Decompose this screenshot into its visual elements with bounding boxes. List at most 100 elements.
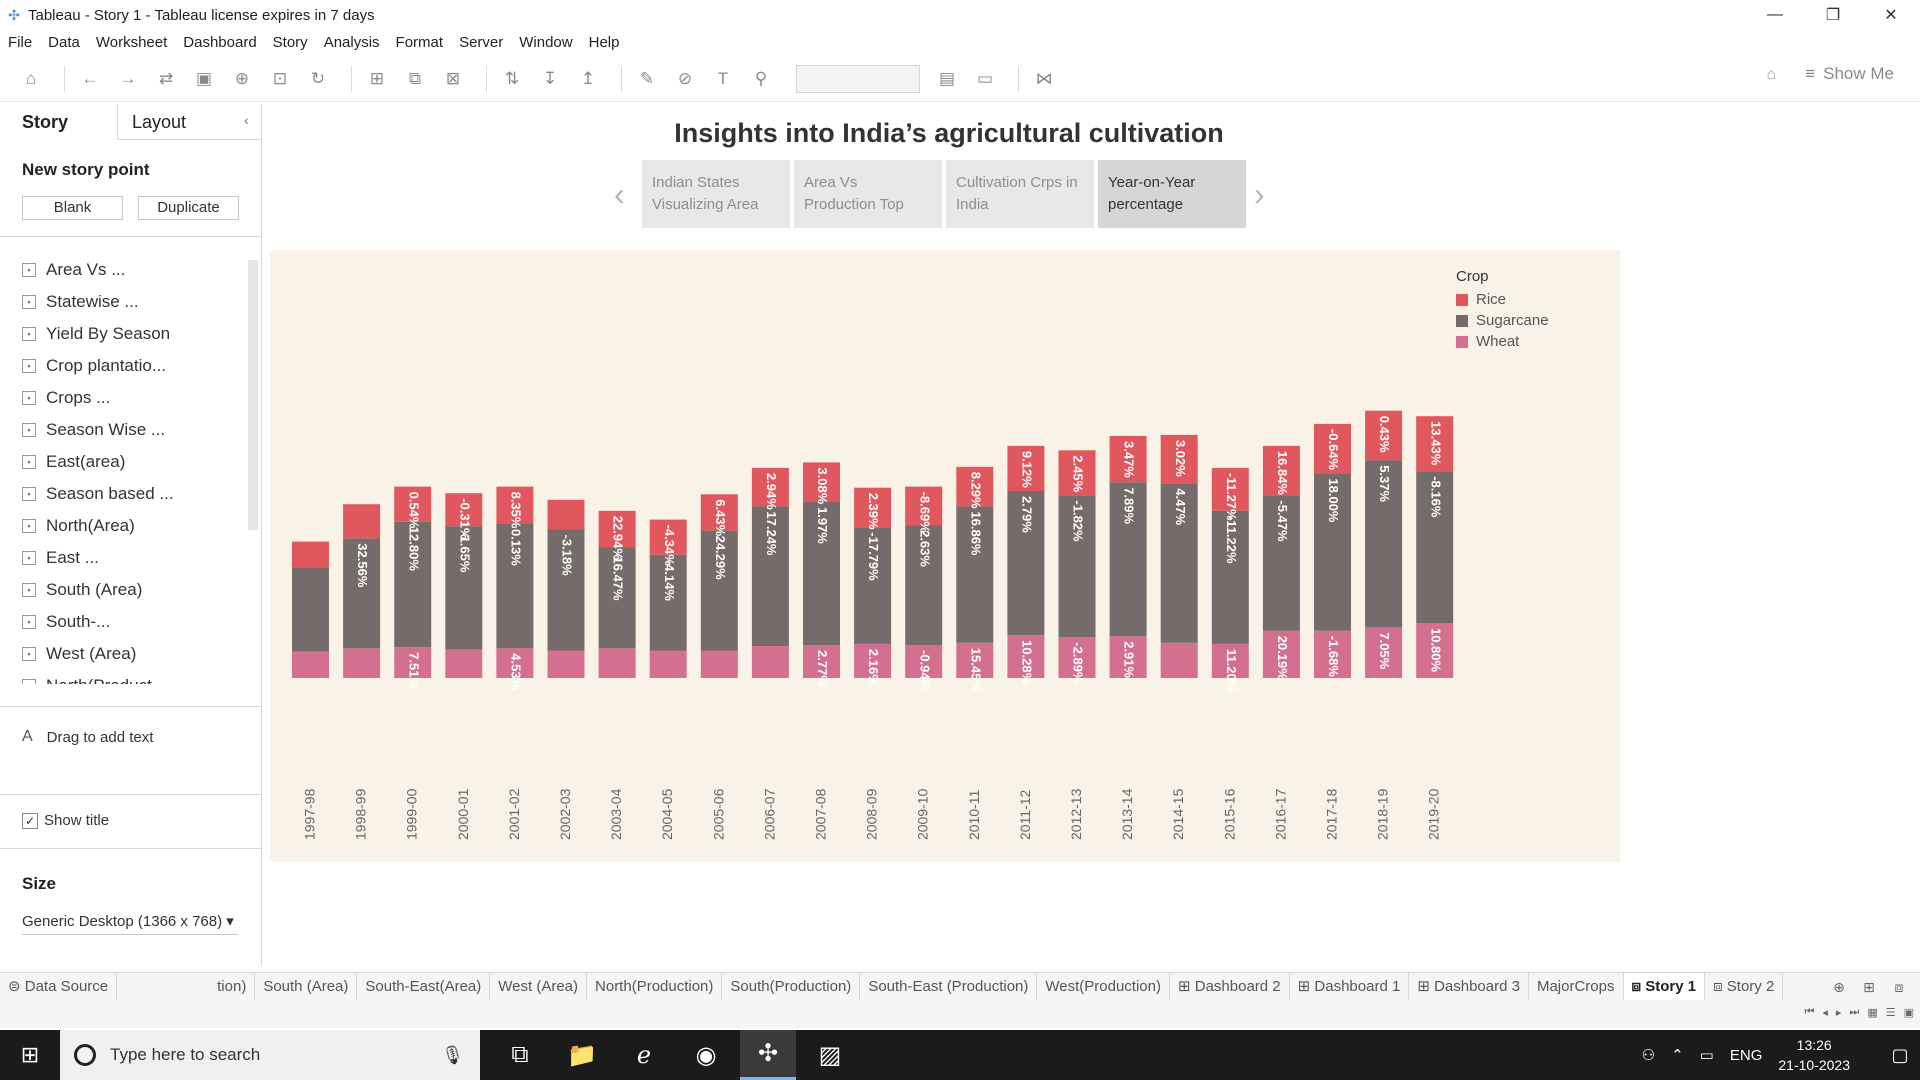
clear-sheet-icon[interactable]: ⊠ bbox=[445, 68, 461, 88]
tableau-taskbar-icon[interactable]: ✣ bbox=[740, 1030, 796, 1080]
photos-app-icon[interactable]: ▨ bbox=[818, 1041, 842, 1069]
sheet-list-scrollbar[interactable] bbox=[248, 260, 258, 530]
bar-segment-rice[interactable] bbox=[394, 486, 432, 522]
refresh-icon[interactable]: ↻ bbox=[310, 68, 326, 88]
new-dashboard-icon[interactable]: ⊞ bbox=[1863, 978, 1875, 995]
swap-rows-icon[interactable]: ⇄ bbox=[158, 68, 174, 88]
fit-dropdown[interactable] bbox=[796, 64, 920, 93]
new-data-source-icon[interactable]: ⊕ bbox=[234, 68, 250, 88]
tab-layout[interactable]: Layout bbox=[117, 104, 262, 140]
highlight-icon[interactable]: ✎ bbox=[639, 68, 655, 88]
sheet-tab[interactable]: West (Area) bbox=[490, 972, 588, 1001]
bar-segment-wheat[interactable] bbox=[1109, 636, 1147, 678]
bar-segment-sugarcane[interactable] bbox=[1262, 495, 1300, 631]
people-icon[interactable]: ⚇ bbox=[1641, 1047, 1656, 1064]
sheet-tab[interactable]: South(Production) bbox=[722, 972, 861, 1001]
bar-segment-sugarcane[interactable] bbox=[1314, 473, 1351, 631]
bar-segment-wheat[interactable] bbox=[649, 650, 687, 679]
sheet-item[interactable]: ▪ Yield By Season bbox=[22, 318, 244, 350]
bar-segment-wheat[interactable] bbox=[1416, 623, 1454, 678]
menu-data[interactable]: Data bbox=[48, 33, 80, 51]
dashboard-tab[interactable]: ⊞ Dashboard 3 bbox=[1409, 972, 1529, 1001]
grid-view-icon[interactable]: ▦ bbox=[1867, 1007, 1878, 1019]
notifications-icon[interactable]: ▢ bbox=[1891, 1044, 1909, 1065]
bar-segment-sugarcane[interactable] bbox=[1160, 483, 1198, 643]
bar-segment-wheat[interactable] bbox=[343, 648, 381, 678]
bar-segment-sugarcane[interactable] bbox=[394, 521, 432, 648]
language-indicator[interactable]: ENG bbox=[1729, 1046, 1763, 1064]
bar-segment-sugarcane[interactable] bbox=[1211, 510, 1249, 644]
previous-sheet-icon[interactable]: ◂ bbox=[1822, 1007, 1828, 1019]
new-worksheet-icon[interactable]: ⊕ bbox=[1833, 978, 1845, 995]
story-point-3[interactable]: Cultivation Crps in India bbox=[946, 160, 1094, 228]
bar-segment-sugarcane[interactable] bbox=[1416, 471, 1454, 623]
bar-segment-rice[interactable] bbox=[1365, 410, 1403, 461]
bar-segment-sugarcane[interactable] bbox=[956, 506, 994, 643]
battery-icon[interactable]: ▭ bbox=[1699, 1047, 1714, 1064]
drag-to-add-text[interactable]: A Drag to add text bbox=[22, 728, 153, 746]
sheet-item[interactable]: ▪ South (Area) bbox=[22, 574, 244, 606]
last-sheet-icon[interactable]: ⏭ bbox=[1849, 1006, 1860, 1018]
sheet-item[interactable]: ▪ North(Product... bbox=[22, 670, 244, 684]
bar-segment-rice[interactable] bbox=[445, 493, 483, 527]
sheet-item[interactable]: ▪ East ... bbox=[22, 542, 244, 574]
bar-segment-wheat[interactable] bbox=[854, 643, 892, 678]
close-button[interactable]: ✕ bbox=[1884, 7, 1898, 24]
bar-segment-rice[interactable] bbox=[598, 510, 636, 548]
story-tab-active[interactable]: ⧈ Story 1 bbox=[1623, 972, 1706, 1001]
share-icon[interactable]: ⋈ bbox=[1035, 68, 1053, 88]
list-view-icon[interactable]: ☰ bbox=[1885, 1007, 1896, 1019]
bar-segment-rice[interactable] bbox=[1007, 445, 1045, 491]
bar-segment-rice[interactable] bbox=[496, 486, 534, 524]
taskbar-clock[interactable]: 13:26 21-10-2023 bbox=[1778, 1035, 1850, 1075]
duplicate-button[interactable]: Duplicate bbox=[138, 196, 239, 220]
sort-ascending-icon[interactable]: ↧ bbox=[542, 68, 558, 88]
blank-button[interactable]: Blank bbox=[22, 196, 123, 220]
menu-help[interactable]: Help bbox=[588, 33, 620, 51]
swap-axes-icon[interactable]: ⇅ bbox=[504, 68, 520, 88]
sort-descending-icon[interactable]: ↥ bbox=[580, 68, 596, 88]
bar-segment-wheat[interactable] bbox=[394, 647, 432, 678]
bar-segment-rice[interactable] bbox=[956, 466, 994, 507]
bar-segment-rice[interactable] bbox=[1058, 450, 1096, 496]
bar-segment-wheat[interactable] bbox=[751, 646, 789, 678]
bar-segment-wheat[interactable] bbox=[1211, 643, 1249, 678]
bar-segment-rice[interactable] bbox=[292, 541, 329, 568]
sheet-tab[interactable]: South-East(Area) bbox=[357, 972, 491, 1001]
sheet-item[interactable]: ▪ Season based ... bbox=[22, 478, 244, 510]
bar-segment-sugarcane[interactable] bbox=[905, 525, 943, 645]
show-me-button[interactable]: ≡ Show Me bbox=[1805, 64, 1894, 84]
tab-story[interactable]: Story bbox=[22, 112, 69, 132]
duplicate-sheet-icon[interactable]: ⧉ bbox=[408, 68, 422, 88]
bar-segment-wheat[interactable] bbox=[700, 650, 738, 679]
menu-worksheet[interactable]: Worksheet bbox=[95, 33, 168, 51]
bar-segment-sugarcane[interactable] bbox=[598, 547, 636, 649]
bar-segment-rice[interactable] bbox=[751, 467, 789, 507]
taskbar-search-input[interactable]: Type here to search 🎙 bbox=[60, 1030, 480, 1080]
task-view-icon[interactable]: ⧉ bbox=[511, 1041, 529, 1068]
bar-segment-rice[interactable] bbox=[1160, 434, 1198, 484]
bar-segment-wheat[interactable] bbox=[1314, 630, 1351, 678]
sheet-item[interactable]: ▪ Crop plantatio... bbox=[22, 350, 244, 382]
bar-segment-sugarcane[interactable] bbox=[547, 529, 585, 651]
story-point-1[interactable]: Indian States Visualizing Area bbox=[642, 160, 790, 228]
bar-segment-wheat[interactable] bbox=[956, 642, 994, 678]
bar-segment-wheat[interactable] bbox=[1365, 627, 1403, 678]
pin-icon[interactable]: ⌂ bbox=[1766, 66, 1776, 83]
bar-segment-rice[interactable] bbox=[1262, 445, 1300, 496]
bar-segment-sugarcane[interactable] bbox=[1109, 482, 1147, 637]
bar-segment-sugarcane[interactable] bbox=[751, 506, 789, 647]
bar-segment-wheat[interactable] bbox=[598, 648, 636, 678]
show-cards-icon[interactable]: ▤ bbox=[938, 68, 956, 88]
bar-segment-rice[interactable] bbox=[1211, 467, 1249, 511]
menu-file[interactable]: File bbox=[8, 33, 33, 51]
bar-segment-wheat[interactable] bbox=[496, 648, 534, 678]
menu-story[interactable]: Story bbox=[272, 33, 308, 51]
menu-dashboard[interactable]: Dashboard bbox=[183, 33, 257, 51]
file-explorer-icon[interactable]: 📁 bbox=[567, 1041, 597, 1069]
group-members-icon[interactable]: ⊘ bbox=[677, 68, 693, 88]
show-labels-icon[interactable]: T bbox=[717, 68, 729, 88]
undo-icon[interactable]: ← bbox=[81, 68, 99, 88]
bar-segment-rice[interactable] bbox=[343, 504, 381, 539]
chrome-browser-icon[interactable]: ◉ bbox=[695, 1041, 717, 1069]
